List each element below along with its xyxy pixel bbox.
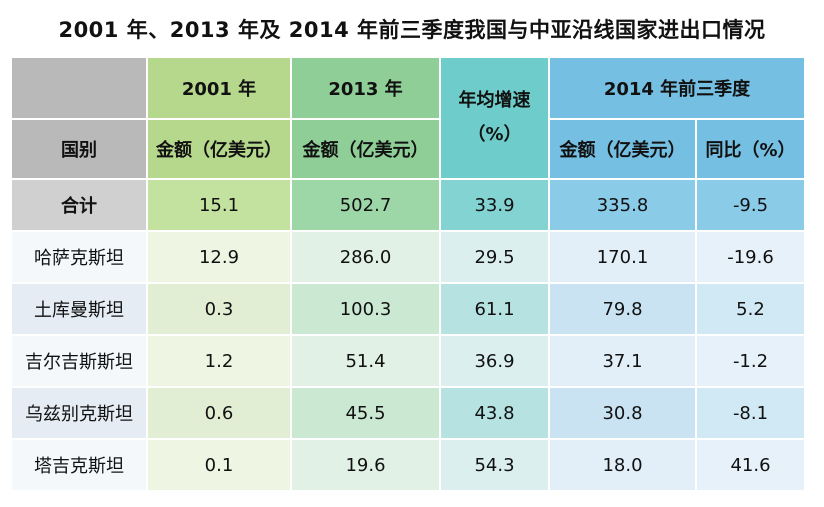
country-cell: 哈萨克斯坦 [12, 232, 146, 282]
country-cell: 土库曼斯坦 [12, 284, 146, 334]
value-cell: 41.6 [697, 440, 804, 490]
header-2013: 2013 年 [292, 58, 439, 118]
total-label: 合计 [12, 180, 146, 230]
total-2001: 15.1 [148, 180, 290, 230]
value-cell: 100.3 [292, 284, 439, 334]
value-cell: 12.9 [148, 232, 290, 282]
page-title: 2001 年、2013 年及 2014 年前三季度我国与中亚沿线国家进出口情况 [58, 18, 766, 42]
total-yoy: -9.5 [697, 180, 804, 230]
value-cell: 0.6 [148, 388, 290, 438]
value-cell: 19.6 [292, 440, 439, 490]
value-cell: 43.8 [441, 388, 548, 438]
value-cell: -19.6 [697, 232, 804, 282]
table-row: 哈萨克斯坦 12.9 286.0 29.5 170.1 -19.6 [12, 232, 804, 282]
table-row: 吉尔吉斯斯坦 1.2 51.4 36.9 37.1 -1.2 [12, 336, 804, 386]
value-cell: 1.2 [148, 336, 290, 386]
header-amount-2013: 金额（亿美元） [292, 120, 439, 178]
table-row: 乌兹别克斯坦 0.6 45.5 43.8 30.8 -8.1 [12, 388, 804, 438]
value-cell: 79.8 [550, 284, 695, 334]
value-cell: 61.1 [441, 284, 548, 334]
header-row-sub: 国别 金额（亿美元） 金额（亿美元） 金额（亿美元） 同比（%） [12, 120, 804, 178]
total-2014: 335.8 [550, 180, 695, 230]
header-yoy: 同比（%） [697, 120, 804, 178]
total-growth: 33.9 [441, 180, 548, 230]
value-cell: 18.0 [550, 440, 695, 490]
header-2014: 2014 年前三季度 [550, 58, 804, 118]
value-cell: 36.9 [441, 336, 548, 386]
value-cell: 51.4 [292, 336, 439, 386]
table-row: 塔吉克斯坦 0.1 19.6 54.3 18.0 41.6 [12, 440, 804, 490]
value-cell: 0.1 [148, 440, 290, 490]
total-row: 合计 15.1 502.7 33.9 335.8 -9.5 [12, 180, 804, 230]
header-2001: 2001 年 [148, 58, 290, 118]
header-amount-2014: 金额（亿美元） [550, 120, 695, 178]
value-cell: 5.2 [697, 284, 804, 334]
table-row: 土库曼斯坦 0.3 100.3 61.1 79.8 5.2 [12, 284, 804, 334]
header-blank-cell [12, 58, 146, 118]
value-cell: 0.3 [148, 284, 290, 334]
value-cell: -1.2 [697, 336, 804, 386]
country-cell: 塔吉克斯坦 [12, 440, 146, 490]
header-growth: 年均增速 （%） [441, 58, 548, 178]
value-cell: 54.3 [441, 440, 548, 490]
value-cell: 45.5 [292, 388, 439, 438]
value-cell: 286.0 [292, 232, 439, 282]
value-cell: 29.5 [441, 232, 548, 282]
header-row-top: 2001 年 2013 年 年均增速 （%） 2014 年前三季度 [12, 58, 804, 178]
value-cell: -8.1 [697, 388, 804, 438]
value-cell: 30.8 [550, 388, 695, 438]
country-cell: 乌兹别克斯坦 [12, 388, 146, 438]
total-2013: 502.7 [292, 180, 439, 230]
country-cell: 吉尔吉斯斯坦 [12, 336, 146, 386]
value-cell: 37.1 [550, 336, 695, 386]
value-cell: 170.1 [550, 232, 695, 282]
header-country: 国别 [12, 120, 146, 178]
header-amount-2001: 金额（亿美元） [148, 120, 290, 178]
trade-table: 2001 年 2013 年 年均增速 （%） 2014 年前三季度 国别 金额（… [10, 56, 806, 492]
